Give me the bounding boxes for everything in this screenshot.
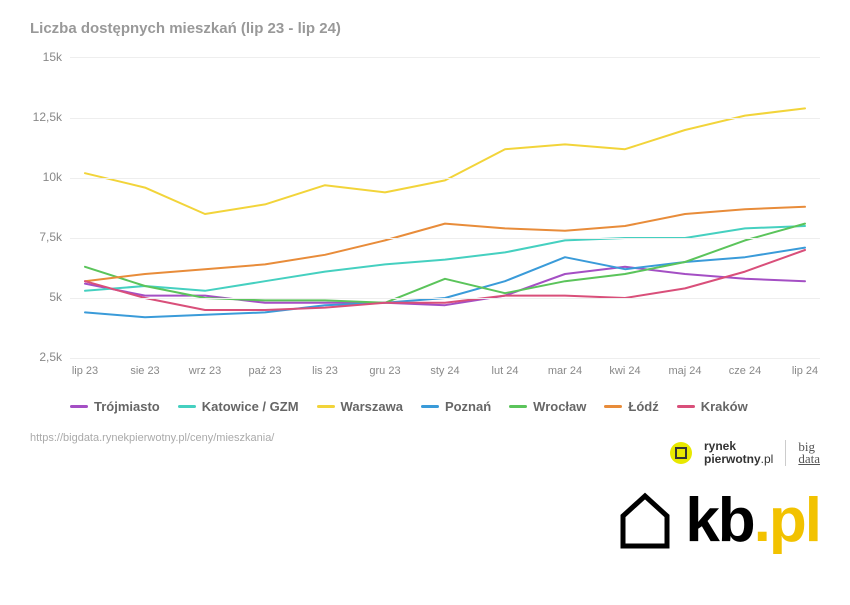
legend-swatch bbox=[317, 405, 335, 408]
legend-item: Poznań bbox=[421, 399, 491, 414]
legend-label: Poznań bbox=[445, 399, 491, 414]
legend-swatch bbox=[509, 405, 527, 408]
y-tick-label: 5k bbox=[49, 290, 62, 304]
x-axis: lip 23 sie 23 wrz 23 paź 23 lis 23 gru 23 sty … bbox=[70, 365, 820, 385]
legend-item: Kraków bbox=[677, 399, 748, 414]
y-axis: 2,5k5k7,5k10k12,5k15k bbox=[30, 57, 70, 357]
legend-item: Katowice / GZM bbox=[178, 399, 299, 414]
legend-swatch bbox=[70, 405, 88, 408]
plot-area bbox=[70, 57, 820, 357]
legend-item: Wrocław bbox=[509, 399, 586, 414]
legend-item: Łódź bbox=[604, 399, 658, 414]
x-tick-label: maj 24 bbox=[668, 365, 701, 377]
chart-lines bbox=[70, 58, 820, 358]
x-tick-label: paź 23 bbox=[248, 365, 281, 377]
x-tick-label: mar 24 bbox=[548, 365, 582, 377]
gridline bbox=[70, 238, 820, 239]
legend-label: Katowice / GZM bbox=[202, 399, 299, 414]
legend-label: Kraków bbox=[701, 399, 748, 414]
y-tick-label: 2,5k bbox=[39, 350, 62, 364]
bigdata-logo: big data bbox=[798, 441, 820, 464]
brand-row: rynek pierwotny.pl big data bbox=[670, 440, 820, 466]
legend-swatch bbox=[677, 405, 695, 408]
x-tick-label: sie 23 bbox=[130, 365, 159, 377]
gridline bbox=[70, 118, 820, 119]
chart-title: Liczba dostępnych mieszkań (lip 23 - lip… bbox=[30, 20, 820, 37]
series-line bbox=[85, 207, 805, 281]
x-tick-label: lip 23 bbox=[72, 365, 98, 377]
rp-logo-icon bbox=[670, 442, 692, 464]
gridline bbox=[70, 178, 820, 179]
x-tick-label: lis 23 bbox=[312, 365, 338, 377]
legend-swatch bbox=[421, 405, 439, 408]
legend-item: Warszawa bbox=[317, 399, 403, 414]
x-tick-label: lut 24 bbox=[492, 365, 519, 377]
chart-container: 2,5k5k7,5k10k12,5k15k lip 23sie 23wrz 23… bbox=[30, 57, 820, 387]
kb-logo: kb.pl bbox=[615, 490, 820, 552]
x-tick-label: kwi 24 bbox=[609, 365, 640, 377]
x-tick-label: cze 24 bbox=[729, 365, 761, 377]
gridline bbox=[70, 298, 820, 299]
y-tick-label: 12,5k bbox=[33, 110, 62, 124]
kb-text-kb: kb bbox=[685, 486, 753, 555]
gridline bbox=[70, 358, 820, 359]
y-tick-label: 10k bbox=[43, 170, 62, 184]
legend-label: Trójmiasto bbox=[94, 399, 160, 414]
x-tick-label: lip 24 bbox=[792, 365, 818, 377]
house-icon bbox=[615, 490, 675, 552]
legend-label: Warszawa bbox=[341, 399, 403, 414]
series-line bbox=[85, 108, 805, 214]
legend-swatch bbox=[604, 405, 622, 408]
legend-label: Łódź bbox=[628, 399, 658, 414]
x-tick-label: wrz 23 bbox=[189, 365, 221, 377]
y-tick-label: 7,5k bbox=[39, 230, 62, 244]
legend-label: Wrocław bbox=[533, 399, 586, 414]
x-tick-label: gru 23 bbox=[369, 365, 400, 377]
brand-divider bbox=[785, 440, 786, 466]
kb-text-pl: .pl bbox=[754, 486, 820, 555]
y-tick-label: 15k bbox=[43, 50, 62, 64]
legend: Trójmiasto Katowice / GZM Warszawa Poznań Wr… bbox=[70, 399, 820, 414]
x-tick-label: sty 24 bbox=[430, 365, 459, 377]
legend-swatch bbox=[178, 405, 196, 408]
legend-item: Trójmiasto bbox=[70, 399, 160, 414]
rp-logo-text: rynek pierwotny.pl bbox=[704, 440, 773, 465]
